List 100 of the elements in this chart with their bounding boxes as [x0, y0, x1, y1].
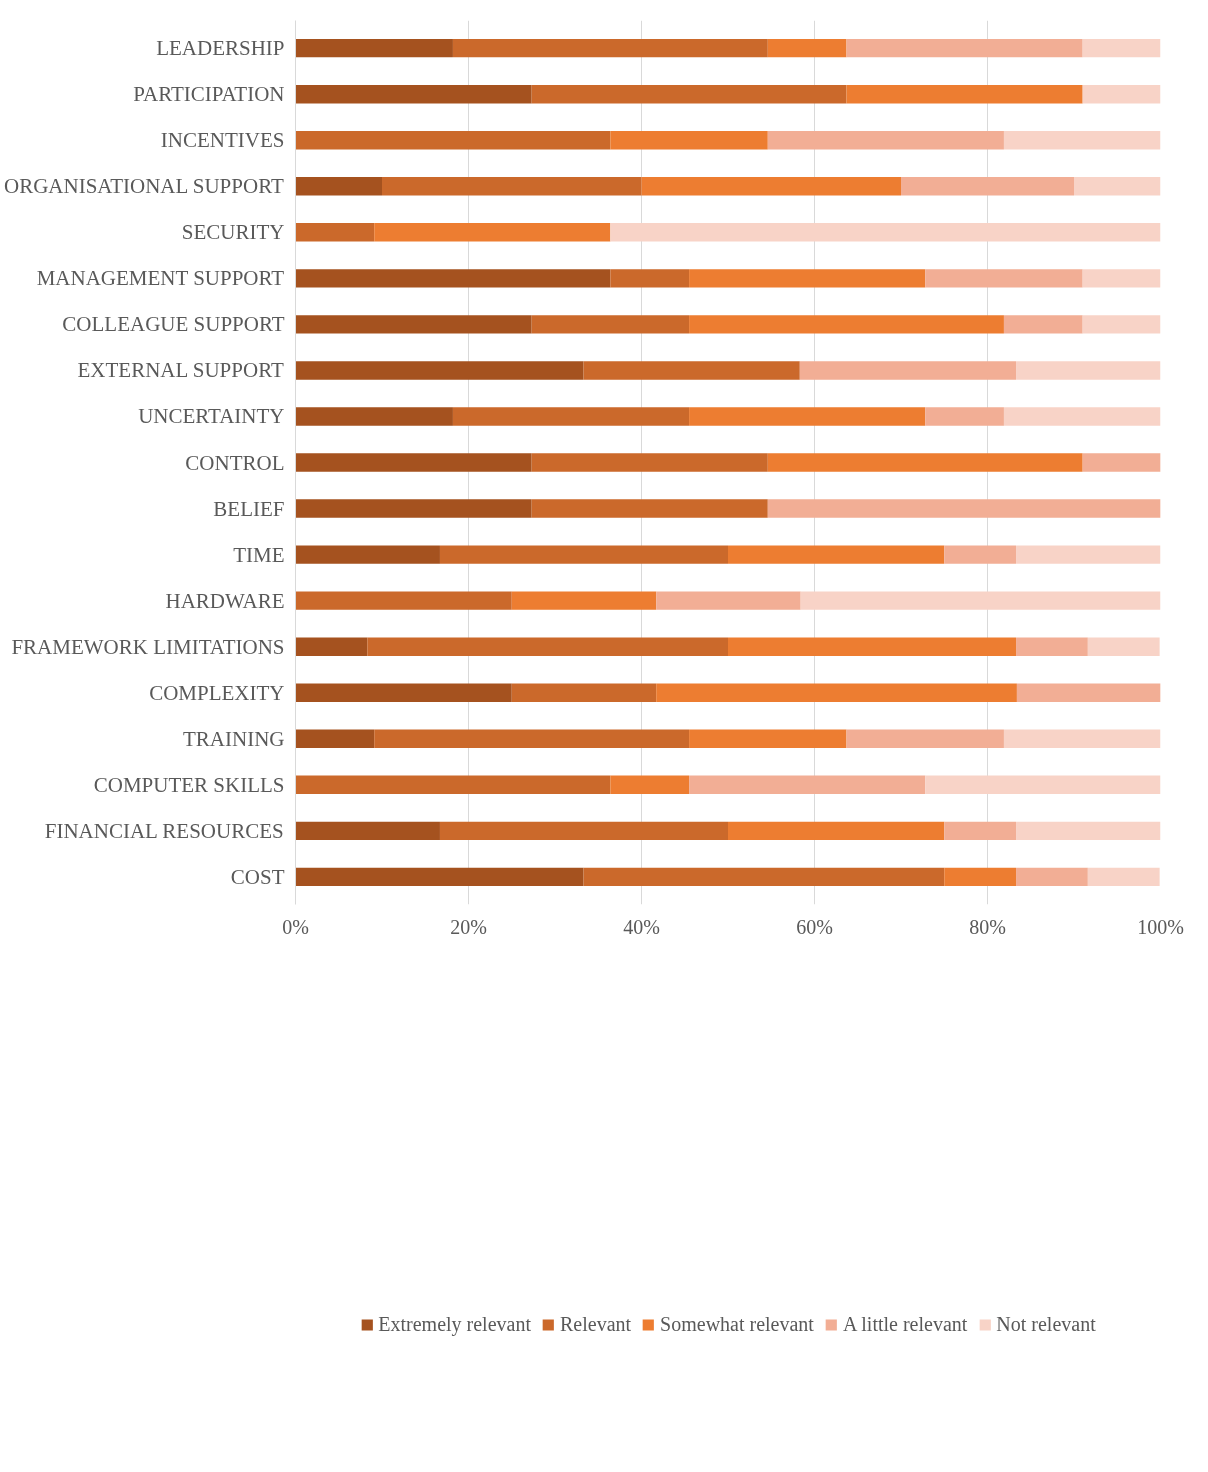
bar	[295, 683, 512, 702]
x-tick-label: 0%	[282, 915, 309, 938]
bar	[610, 223, 1161, 242]
bar	[925, 269, 1083, 288]
bar	[689, 729, 847, 748]
bar	[1016, 361, 1161, 380]
bar	[1082, 453, 1161, 472]
bar	[1082, 269, 1161, 288]
bar	[728, 821, 945, 841]
bar	[531, 84, 847, 104]
bar	[689, 407, 926, 426]
bar	[295, 315, 532, 334]
bar	[846, 84, 1083, 104]
bar	[689, 775, 926, 794]
y-tick-label: FINANCIAL RESOURCES	[44, 818, 284, 843]
bar	[1016, 683, 1161, 702]
bar	[295, 177, 382, 196]
bar	[295, 223, 375, 242]
bar	[511, 591, 657, 610]
bar	[374, 223, 611, 242]
bar	[767, 38, 847, 58]
bar	[1003, 407, 1161, 426]
y-tick-label: LEADERSHIP	[156, 36, 285, 61]
bar	[295, 453, 532, 472]
bar	[295, 775, 611, 794]
bar	[800, 591, 1161, 610]
x-tick-label: 60%	[796, 915, 833, 938]
bar	[656, 591, 801, 610]
bar	[767, 453, 1083, 472]
bar	[641, 177, 901, 196]
bar	[1003, 315, 1083, 334]
y-tick-label: TRAINING	[183, 726, 285, 751]
legend-label: Extremely relevant	[378, 1312, 531, 1336]
bar	[295, 545, 440, 564]
bar	[925, 407, 1004, 426]
bar	[511, 683, 657, 702]
bar	[452, 38, 768, 58]
bar	[846, 38, 1083, 58]
bar	[531, 499, 768, 518]
bar	[689, 315, 1004, 334]
legend-label: Not relevant	[996, 1312, 1096, 1336]
bar	[295, 407, 453, 426]
y-tick-label: CONTROL	[185, 450, 285, 475]
bar	[944, 867, 1017, 887]
bar	[382, 177, 642, 196]
bar	[1087, 637, 1160, 656]
bar	[439, 545, 728, 564]
bar	[767, 131, 1004, 150]
y-tick-label: ORGANISATIONAL SUPPORT	[3, 174, 284, 199]
y-tick-label: FRAMEWORK LIMITATIONS	[11, 634, 285, 659]
bar	[295, 84, 532, 104]
bar	[295, 729, 375, 748]
y-tick-label: SECURITY	[181, 220, 285, 245]
bar	[1016, 637, 1088, 656]
bar	[295, 269, 611, 288]
bar	[583, 867, 945, 887]
bar	[531, 315, 690, 334]
bar	[728, 637, 1017, 656]
bar	[295, 591, 512, 610]
bar	[295, 361, 584, 380]
bar	[1087, 867, 1160, 887]
legend-label: A little relevant	[842, 1312, 968, 1336]
y-tick-label: COMPUTER SKILLS	[93, 772, 285, 797]
y-tick-label: MANAGEMENT SUPPORT	[36, 266, 285, 291]
bar	[944, 545, 1017, 564]
y-tick-label: COLLEAGUE SUPPORT	[62, 312, 285, 337]
bar	[610, 269, 690, 288]
y-tick-label: COST	[230, 864, 285, 889]
y-tick-label: BELIEF	[213, 496, 285, 521]
bar	[1016, 545, 1161, 564]
x-tick-label: 20%	[450, 915, 487, 938]
bar	[728, 545, 945, 564]
bar	[452, 407, 690, 426]
bar	[610, 775, 690, 794]
x-tick-label: 100%	[1137, 915, 1184, 938]
bar	[583, 361, 800, 380]
bar	[901, 177, 1074, 196]
bar	[295, 637, 368, 656]
bar	[1016, 821, 1161, 841]
y-tick-label: TIME	[233, 542, 285, 567]
bar	[295, 499, 532, 518]
bar	[295, 131, 611, 150]
bar	[689, 269, 926, 288]
bar	[610, 131, 768, 150]
bar	[846, 729, 1004, 748]
y-tick-label: HARDWARE	[165, 588, 285, 613]
bar	[925, 775, 1161, 794]
y-tick-label: INCENTIVES	[160, 128, 285, 153]
legend-label: Relevant	[559, 1312, 632, 1336]
y-tick-label: PARTICIPATION	[133, 82, 285, 107]
bar	[367, 637, 728, 656]
y-tick-label: COMPLEXITY	[149, 680, 285, 705]
bar	[1082, 38, 1161, 58]
bar	[1082, 84, 1161, 104]
bar	[295, 38, 453, 58]
x-tick-label: 40%	[623, 915, 660, 938]
bar	[439, 821, 728, 841]
y-tick-label: EXTERNAL SUPPORT	[77, 358, 284, 383]
bar	[1003, 131, 1161, 150]
legend-label: Somewhat relevant	[660, 1312, 814, 1336]
